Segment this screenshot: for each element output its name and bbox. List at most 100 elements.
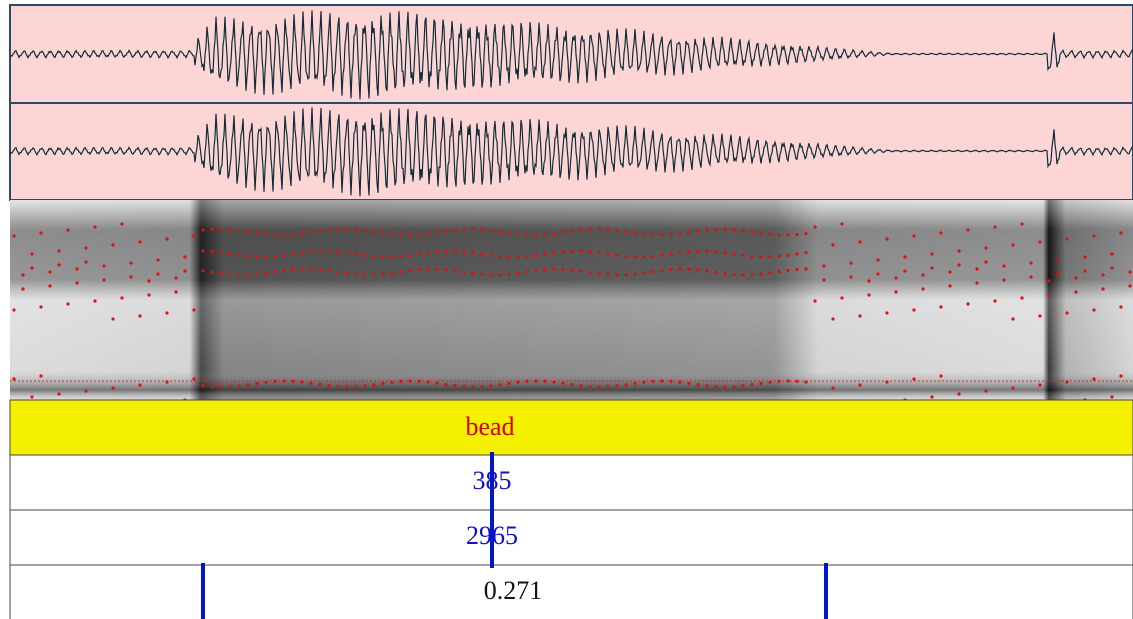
formant-dot (399, 254, 403, 258)
formant-dot (831, 317, 835, 321)
formant-dot (498, 273, 502, 277)
formant-dot (390, 232, 394, 236)
formant-dot (57, 263, 61, 267)
formant-dot (264, 232, 268, 236)
formant-dot (462, 227, 466, 231)
formant-dot (804, 267, 808, 271)
formant-dot (327, 228, 331, 232)
formant-dot (192, 308, 196, 312)
waveform (9, 107, 1133, 197)
formant-dot (588, 270, 592, 274)
formant-dot (84, 246, 88, 250)
formant-dot (714, 385, 718, 389)
formant-dot (264, 255, 268, 259)
formant-dot (399, 233, 403, 237)
formant-dot (984, 389, 988, 393)
formant-dot (201, 384, 205, 388)
formant-dot (336, 227, 340, 231)
formant-dot (552, 251, 556, 255)
formant-dot (1119, 305, 1123, 309)
formant-dot (1065, 237, 1069, 241)
formant-dot (255, 382, 259, 386)
formant-dot (876, 272, 880, 276)
spectrogram-shade (10, 200, 1133, 400)
formant-dot (768, 232, 772, 236)
tier-interval[interactable] (9, 564, 1133, 619)
formant-dot (372, 254, 376, 258)
formant-dot (471, 251, 475, 255)
formant-dot (489, 228, 493, 232)
formant-dot (615, 273, 619, 277)
formant-dot (759, 231, 763, 235)
formant-dot (570, 229, 574, 233)
formant-dot (291, 252, 295, 256)
tier-point[interactable] (9, 454, 1133, 511)
tier-interval[interactable] (9, 399, 1133, 456)
formant-dot (786, 268, 790, 272)
formant-dot (741, 228, 745, 232)
formant-dot (912, 234, 916, 238)
formant-dot (1101, 287, 1105, 291)
formant-dot (1002, 264, 1006, 268)
waveform (9, 10, 1133, 100)
formant-dot (192, 234, 196, 238)
formant-dot (336, 270, 340, 274)
formant-dot (57, 392, 61, 396)
formant-dot (309, 230, 313, 235)
formant-dot (237, 253, 241, 257)
formant-dot (210, 385, 214, 389)
formant-dot (291, 268, 295, 272)
formant-dot (147, 279, 151, 283)
formant-dot (669, 267, 673, 272)
formant-dot (732, 272, 736, 277)
formant-dot (777, 254, 781, 258)
formant-dot (660, 268, 664, 273)
formant-dot (21, 287, 25, 291)
formant-dot (813, 299, 817, 303)
formant-dot (633, 255, 637, 259)
formant-dot (408, 379, 412, 383)
formant-dot (309, 267, 313, 271)
formant-dot (381, 231, 385, 235)
formant-dot (309, 381, 313, 385)
formant-dot (426, 380, 430, 384)
formant-dot (12, 234, 16, 238)
formant-dot (237, 384, 241, 388)
formant-dot (750, 383, 754, 387)
formant-dot (399, 270, 403, 274)
formant-dot (354, 272, 358, 276)
formant-dot (1092, 308, 1096, 312)
formant-dot (345, 251, 349, 255)
formant-dot (183, 269, 187, 273)
formant-dot (381, 255, 385, 259)
formant-dot (804, 251, 808, 255)
formant-dot (696, 268, 700, 272)
tier-label: 2965 (466, 521, 518, 550)
formant-dot (48, 284, 52, 288)
formant-dot (660, 379, 664, 383)
formant-dot (1110, 395, 1114, 399)
formant-dot (318, 229, 322, 233)
formant-dot (885, 311, 889, 315)
formant-dot (687, 267, 691, 271)
formant-dot (426, 267, 430, 271)
formant-dot (561, 381, 565, 385)
formant-dot (39, 305, 43, 309)
formant-dot (408, 268, 412, 273)
formant-dot (1038, 314, 1042, 318)
formant-dot (993, 299, 997, 303)
formant-dot (1029, 275, 1033, 279)
formant-dot (552, 380, 556, 384)
formant-dot (462, 385, 466, 389)
formant-dot (372, 273, 376, 277)
formant-dot (525, 379, 529, 383)
formant-dot (966, 302, 970, 306)
formant-dot (57, 249, 61, 253)
formant-dot (786, 233, 790, 237)
formant-dot (1128, 284, 1132, 288)
formant-dot (795, 267, 799, 272)
formant-dot (525, 233, 529, 237)
tier-point[interactable] (9, 509, 1133, 566)
formant-dot (273, 254, 277, 259)
formant-dot (696, 249, 700, 253)
